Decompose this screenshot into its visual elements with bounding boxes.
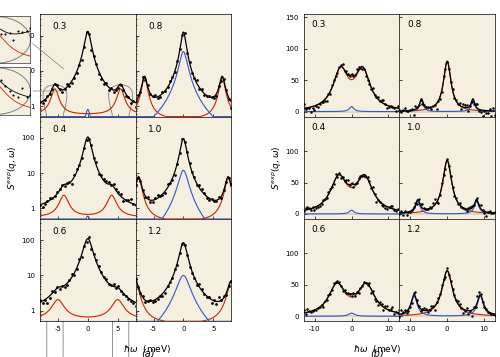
- Text: 1.0: 1.0: [148, 125, 162, 134]
- Y-axis label: $S^{exp}(q,\omega)$: $S^{exp}(q,\omega)$: [270, 146, 282, 190]
- Text: (b): (b): [370, 348, 384, 357]
- Text: 0.4: 0.4: [312, 123, 326, 132]
- Text: 0.6: 0.6: [52, 227, 67, 236]
- Text: 1.0: 1.0: [407, 123, 422, 132]
- Text: 0.3: 0.3: [52, 22, 67, 31]
- Text: (a): (a): [141, 348, 154, 357]
- Y-axis label: $S^{exp}(q,\omega)$: $S^{exp}(q,\omega)$: [6, 146, 19, 190]
- Text: 0.4: 0.4: [52, 125, 66, 134]
- Text: $\hbar\omega$  (meV): $\hbar\omega$ (meV): [124, 343, 172, 355]
- Text: 0.3: 0.3: [312, 20, 326, 29]
- Text: $\hbar\omega$  (meV): $\hbar\omega$ (meV): [354, 343, 402, 355]
- Text: 1.2: 1.2: [407, 225, 422, 234]
- Text: 0.8: 0.8: [407, 20, 422, 29]
- Text: 0.8: 0.8: [148, 22, 162, 31]
- Text: 0.6: 0.6: [312, 225, 326, 234]
- Text: 1.2: 1.2: [148, 227, 162, 236]
